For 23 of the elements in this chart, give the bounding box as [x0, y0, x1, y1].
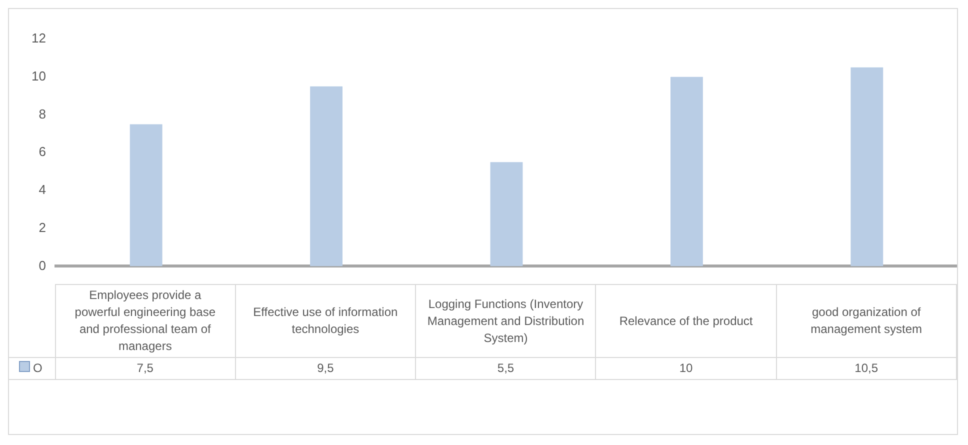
bar	[850, 67, 884, 266]
data-label: 5,5	[416, 358, 596, 380]
x-tick-label: Logging Functions (Inventory Management and Distribution System)	[416, 284, 596, 358]
y-tick-label: 8	[38, 106, 46, 122]
x-tick-label: Effective use of information technologies	[235, 284, 416, 358]
data-label: 9,5	[235, 358, 416, 380]
y-tick-label: 10	[32, 68, 46, 84]
x-tick-label: Relevance of the product	[596, 284, 776, 358]
y-tick-label: 2	[38, 220, 46, 235]
y-tick-label: 4	[38, 182, 46, 198]
data-label: 7,5	[55, 358, 236, 380]
data-label: 10,5	[776, 358, 956, 380]
y-tick-label: 12	[32, 30, 46, 46]
bar	[310, 86, 343, 266]
x-tick-label: Employees provide a powerful engineering base and professional team of managers	[55, 284, 236, 358]
legend-label: O	[9, 358, 55, 380]
y-tick-label: 0	[38, 258, 46, 273]
x-tick-label: good organization of management system	[776, 284, 956, 358]
data-label: 10	[596, 358, 776, 380]
y-tick-label: 6	[38, 144, 46, 160]
bar	[670, 76, 703, 266]
bar	[130, 124, 162, 266]
bar	[490, 162, 523, 266]
